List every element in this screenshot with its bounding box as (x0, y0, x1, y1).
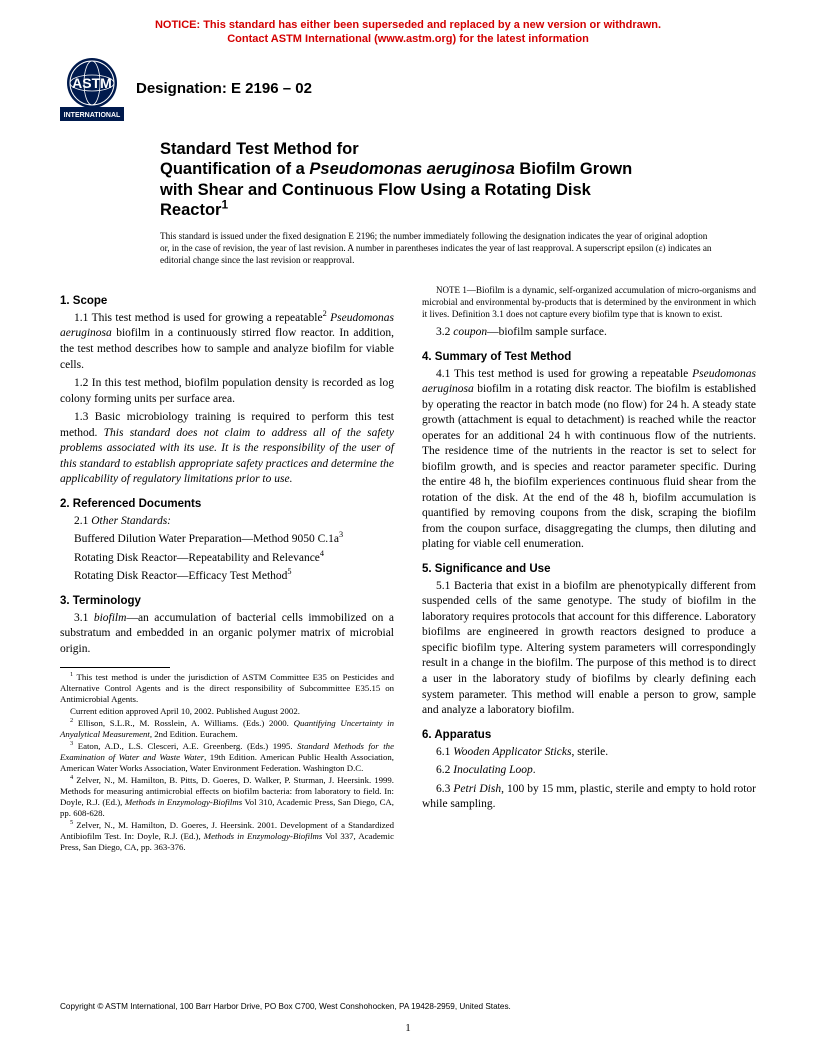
page-number: 1 (0, 1022, 816, 1034)
para-2-1: 2.1 Other Standards: (60, 514, 394, 530)
para-4-1: 4.1 This test method is used for growing… (422, 367, 756, 553)
para-1-2: 1.2 In this test method, biofilm populat… (60, 376, 394, 407)
copyright: Copyright © ASTM International, 100 Barr… (60, 1002, 756, 1011)
para-5-1: 5.1 Bacteria that exist in a biofilm are… (422, 579, 756, 719)
footnote-4: 4 Zelver, N., M. Hamilton, B. Pitts, D. … (60, 775, 394, 819)
ref-line-2: Rotating Disk Reactor—Repeatability and … (60, 551, 394, 567)
designation: Designation: E 2196 – 02 (136, 80, 312, 97)
para-3-2: 3.2 coupon—biofilm sample surface. (422, 325, 756, 341)
footnote-2: 2 Ellison, S.L.R., M. Rosslein, A. Willi… (60, 718, 394, 740)
sec4-heading: 4. Summary of Test Method (422, 351, 756, 363)
notice-banner: NOTICE: This standard has either been su… (60, 18, 756, 47)
title-block: Standard Test Method for Quantification … (160, 139, 716, 222)
sec6-heading: 6. Apparatus (422, 729, 756, 741)
footnote-1: 1 This test method is under the jurisdic… (60, 672, 394, 705)
footnote-3: 3 Eaton, A.D., L.S. Clesceri, A.E. Green… (60, 741, 394, 774)
para-6-1: 6.1 Wooden Applicator Sticks, sterile. (422, 745, 756, 761)
right-column: NOTE 1—Biofilm is a dynamic, self-organi… (422, 285, 756, 854)
footnote-separator (60, 667, 170, 668)
standard-title: Standard Test Method for Quantification … (160, 139, 716, 222)
footnote-1b: Current edition approved April 10, 2002.… (60, 706, 394, 717)
para-6-3: 6.3 Petri Dish, 100 by 15 mm, plastic, s… (422, 782, 756, 813)
notice-line2: Contact ASTM International (www.astm.org… (227, 33, 589, 45)
notice-line1: NOTICE: This standard has either been su… (155, 19, 661, 31)
footnote-5: 5 Zelver, N., M. Hamilton, D. Goeres, J.… (60, 820, 394, 853)
ref-line-3: Rotating Disk Reactor—Efficacy Test Meth… (60, 569, 394, 585)
sec5-heading: 5. Significance and Use (422, 563, 756, 575)
body-columns: 1. Scope 1.1 This test method is used fo… (60, 285, 756, 854)
para-1-3: 1.3 Basic microbiology training is requi… (60, 410, 394, 488)
sec2-heading: 2. Referenced Documents (60, 498, 394, 510)
sec1-heading: 1. Scope (60, 295, 394, 307)
para-1-1: 1.1 This test method is used for growing… (60, 311, 394, 373)
ref-line-1: Buffered Dilution Water Preparation—Meth… (60, 532, 394, 548)
header-row: ASTM INTERNATIONAL Designation: E 2196 –… (60, 57, 756, 121)
para-6-2: 6.2 Inoculating Loop. (422, 763, 756, 779)
svg-text:INTERNATIONAL: INTERNATIONAL (64, 112, 121, 119)
astm-logo: ASTM INTERNATIONAL (60, 57, 124, 121)
svg-text:ASTM: ASTM (72, 75, 112, 91)
issuance-note: This standard is issued under the fixed … (160, 231, 716, 267)
left-column: 1. Scope 1.1 This test method is used fo… (60, 285, 394, 854)
note-1: NOTE 1—Biofilm is a dynamic, self-organi… (422, 285, 756, 321)
para-3-1: 3.1 biofilm—an accumulation of bacterial… (60, 611, 394, 658)
sec3-heading: 3. Terminology (60, 595, 394, 607)
